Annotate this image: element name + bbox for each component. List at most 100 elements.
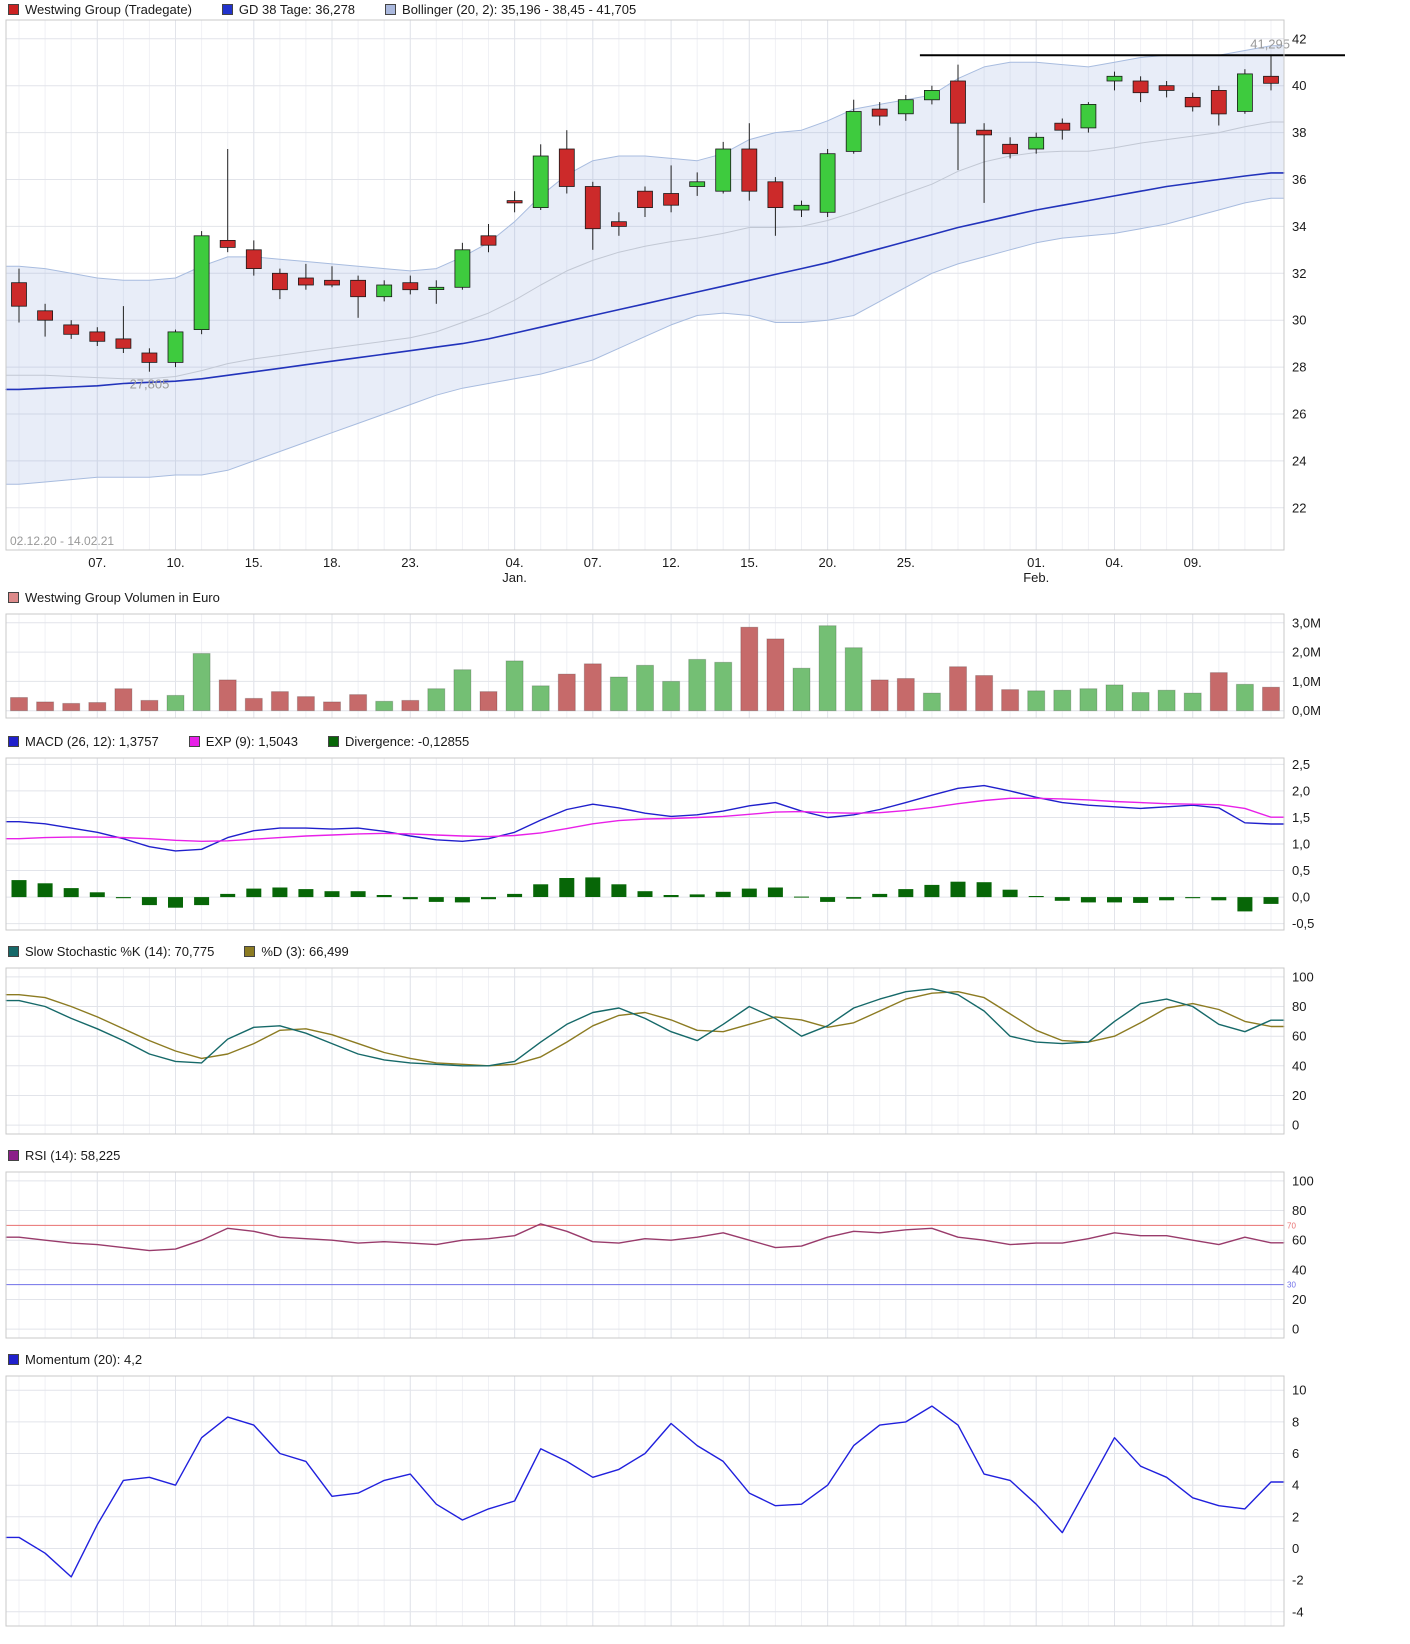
legend-item-stoch-k: Slow Stochastic %K (14): 70,775 bbox=[8, 944, 214, 959]
legend-label-divergence: Divergence: -0,12855 bbox=[344, 733, 470, 749]
svg-text:20.: 20. bbox=[819, 555, 837, 570]
svg-text:40: 40 bbox=[1292, 78, 1306, 93]
stochastic-legend: Slow Stochastic %K (14): 70,775 %D (3): … bbox=[0, 938, 1410, 964]
svg-text:24: 24 bbox=[1292, 453, 1306, 468]
svg-text:40: 40 bbox=[1292, 1058, 1306, 1073]
legend-item-instrument: Westwing Group (Tradegate) bbox=[8, 2, 192, 17]
svg-text:60: 60 bbox=[1292, 1233, 1306, 1248]
svg-text:1,0M: 1,0M bbox=[1292, 674, 1321, 689]
svg-text:2,0M: 2,0M bbox=[1292, 645, 1321, 660]
legend-item-stoch-d: %D (3): 66,499 bbox=[244, 943, 349, 959]
legend-label-stoch-d: %D (3): 66,499 bbox=[261, 943, 349, 959]
svg-text:10: 10 bbox=[1292, 1383, 1306, 1398]
rsi-legend: RSI (14): 58,225 bbox=[0, 1142, 1410, 1168]
legend-item-gd38: GD 38 Tage: 36,278 bbox=[221, 1, 356, 17]
svg-text:15.: 15. bbox=[245, 555, 263, 570]
svg-text:23.: 23. bbox=[401, 555, 419, 570]
svg-text:100: 100 bbox=[1292, 969, 1314, 984]
svg-text:27,805: 27,805 bbox=[130, 377, 170, 392]
svg-text:15.: 15. bbox=[740, 555, 758, 570]
macd-panel: 2,5 2,0 1,5 1,0 0,5 0,0 -0,5 bbox=[5, 757, 1314, 931]
rsi-swatch-icon bbox=[8, 1149, 19, 1161]
legend-label-gd38: GD 38 Tage: 36,278 bbox=[238, 1, 356, 17]
svg-text:8: 8 bbox=[1292, 1414, 1299, 1429]
svg-text:22: 22 bbox=[1292, 500, 1306, 515]
svg-text:41,295: 41,295 bbox=[1250, 36, 1290, 51]
macd-swatch-icon bbox=[8, 735, 19, 747]
svg-text:12.: 12. bbox=[662, 555, 680, 570]
legend-item-exp: EXP (9): 1,5043 bbox=[188, 733, 298, 749]
legend-item-macd: MACD (26, 12): 1,3757 bbox=[8, 734, 159, 749]
svg-text:26: 26 bbox=[1292, 406, 1306, 421]
legend-item-rsi: RSI (14): 58,225 bbox=[8, 1148, 120, 1163]
svg-text:02.12.20 - 14.02.21: 02.12.20 - 14.02.21 bbox=[10, 534, 114, 548]
volume-swatch-icon bbox=[8, 591, 19, 603]
momentum-swatch-icon bbox=[8, 1353, 19, 1365]
svg-text:10.: 10. bbox=[166, 555, 184, 570]
legend-label-rsi: RSI (14): 58,225 bbox=[25, 1147, 121, 1163]
svg-text:0,0: 0,0 bbox=[1292, 890, 1310, 905]
svg-text:07.: 07. bbox=[88, 555, 106, 570]
svg-text:2: 2 bbox=[1292, 1509, 1299, 1524]
legend-label-instrument: Westwing Group (Tradegate) bbox=[25, 1, 192, 17]
legend-label-stoch-k: Slow Stochastic %K (14): 70,775 bbox=[25, 943, 215, 959]
legend-label-volume: Westwing Group Volumen in Euro bbox=[25, 589, 220, 605]
stoch-d-swatch-icon bbox=[244, 945, 256, 957]
legend-item-volume: Westwing Group Volumen in Euro bbox=[8, 590, 220, 605]
svg-text:09.: 09. bbox=[1184, 555, 1202, 570]
svg-text:36: 36 bbox=[1292, 172, 1306, 187]
stoch-k-swatch-icon bbox=[8, 945, 19, 957]
svg-text:0,0M: 0,0M bbox=[1292, 703, 1321, 718]
momentum-legend: Momentum (20): 4,2 bbox=[0, 1346, 1410, 1372]
divergence-swatch-icon bbox=[327, 735, 339, 747]
legend-label-exp: EXP (9): 1,5043 bbox=[205, 733, 298, 749]
svg-text:80: 80 bbox=[1292, 999, 1306, 1014]
svg-text:04.: 04. bbox=[506, 555, 524, 570]
svg-text:2,5: 2,5 bbox=[1292, 757, 1310, 772]
svg-text:40: 40 bbox=[1292, 1262, 1306, 1277]
svg-text:3,0M: 3,0M bbox=[1292, 615, 1321, 630]
instrument-swatch-icon bbox=[8, 3, 19, 15]
svg-text:Jan.: Jan. bbox=[502, 570, 527, 584]
svg-text:28: 28 bbox=[1292, 360, 1306, 375]
svg-text:70: 70 bbox=[1287, 1221, 1296, 1230]
svg-text:01.: 01. bbox=[1027, 555, 1045, 570]
svg-text:30: 30 bbox=[1292, 313, 1306, 328]
svg-text:07.: 07. bbox=[584, 555, 602, 570]
legend-label-momentum: Momentum (20): 4,2 bbox=[25, 1351, 143, 1367]
svg-text:100: 100 bbox=[1292, 1173, 1314, 1188]
svg-text:04.: 04. bbox=[1105, 555, 1123, 570]
svg-text:0,5: 0,5 bbox=[1292, 863, 1310, 878]
svg-text:20: 20 bbox=[1292, 1292, 1306, 1307]
svg-text:-0,5: -0,5 bbox=[1292, 916, 1314, 931]
svg-text:42: 42 bbox=[1292, 31, 1306, 46]
exp-swatch-icon bbox=[188, 735, 200, 747]
volume-legend: Westwing Group Volumen in Euro bbox=[0, 584, 1410, 610]
svg-text:30: 30 bbox=[1287, 1281, 1296, 1290]
svg-text:60: 60 bbox=[1292, 1029, 1306, 1044]
svg-text:1,5: 1,5 bbox=[1292, 810, 1310, 825]
price-chart-legend: Westwing Group (Tradegate) GD 38 Tage: 3… bbox=[0, 0, 1410, 18]
legend-item-divergence: Divergence: -0,12855 bbox=[327, 733, 470, 749]
svg-text:25.: 25. bbox=[897, 555, 915, 570]
legend-label-macd: MACD (26, 12): 1,3757 bbox=[25, 733, 159, 749]
gd38-swatch-icon bbox=[221, 3, 233, 15]
volume-panel: 3,0M 2,0M 1,0M 0,0M bbox=[5, 613, 1321, 719]
svg-text:4: 4 bbox=[1292, 1478, 1299, 1493]
svg-text:20: 20 bbox=[1292, 1088, 1306, 1103]
momentum-panel: 10 8 6 4 2 0 -2 -4 bbox=[5, 1375, 1306, 1627]
svg-text:18.: 18. bbox=[323, 555, 341, 570]
svg-text:38: 38 bbox=[1292, 125, 1306, 140]
svg-text:Feb.: Feb. bbox=[1023, 570, 1049, 584]
legend-item-bollinger: Bollinger (20, 2): 35,196 - 38,45 - 41,7… bbox=[385, 2, 636, 17]
macd-legend: MACD (26, 12): 1,3757 EXP (9): 1,5043 Di… bbox=[0, 728, 1410, 754]
svg-text:6: 6 bbox=[1292, 1446, 1299, 1461]
legend-item-momentum: Momentum (20): 4,2 bbox=[8, 1352, 142, 1367]
svg-text:80: 80 bbox=[1292, 1203, 1306, 1218]
legend-label-bollinger: Bollinger (20, 2): 35,196 - 38,45 - 41,7… bbox=[402, 1, 637, 17]
svg-text:1,0: 1,0 bbox=[1292, 837, 1310, 852]
svg-text:-2: -2 bbox=[1292, 1573, 1304, 1588]
svg-text:0: 0 bbox=[1292, 1118, 1299, 1133]
rsi-panel: 70 30 100 80 60 40 20 0 bbox=[5, 1171, 1314, 1339]
